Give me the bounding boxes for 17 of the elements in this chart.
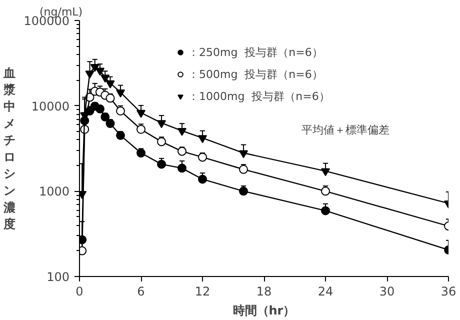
y-tick-label: 100 [46,270,70,284]
x-tick-label: 36 [440,284,456,298]
annotation: 平均値＋標準偏差 [302,124,390,136]
x-tick-label: 0 [76,284,84,298]
x-tick-label: 24 [318,284,334,298]
y-tick-label: 10000 [31,99,70,114]
text: (ng/mL) [40,6,83,18]
x-tick-label: 30 [379,284,395,298]
x-tick-label: 18 [256,284,272,298]
legend-label: ：500mg 投与群（n=6） [188,66,323,82]
x-tick-label: 12 [194,284,210,298]
legend-label: ：1000mg 投与群（n=6） [188,88,330,104]
y-tick-label: 1000 [38,184,70,199]
x-axis-title: 時間（hr） [232,304,296,318]
text: 血漿中メチロシン濃度 [4,66,16,232]
legend-label: ：250mg 投与群（n=6） [188,44,323,60]
x-tick-label: 6 [137,284,145,298]
